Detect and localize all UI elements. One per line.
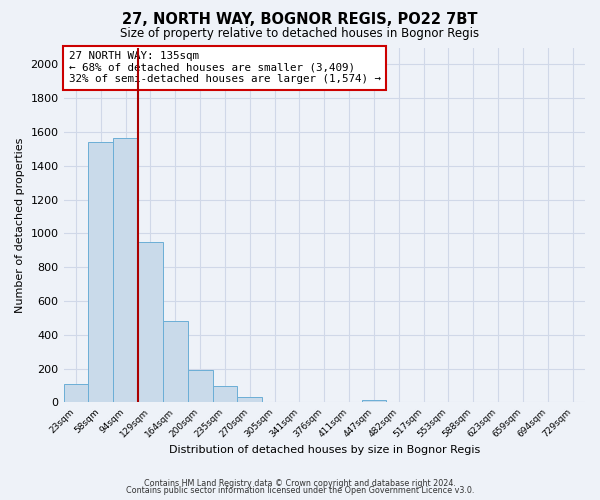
Text: 27 NORTH WAY: 135sqm
← 68% of detached houses are smaller (3,409)
32% of semi-de: 27 NORTH WAY: 135sqm ← 68% of detached h… [69,51,381,84]
Y-axis label: Number of detached properties: Number of detached properties [15,138,25,312]
Bar [163,320,188,402]
Bar [88,142,113,403]
Bar [362,400,386,402]
Bar [188,370,212,402]
Bar [212,386,238,402]
Bar [113,138,138,402]
Text: 27, NORTH WAY, BOGNOR REGIS, PO22 7BT: 27, NORTH WAY, BOGNOR REGIS, PO22 7BT [122,12,478,28]
Bar [64,384,88,402]
Text: Size of property relative to detached houses in Bognor Regis: Size of property relative to detached ho… [121,28,479,40]
Bar [238,396,262,402]
X-axis label: Distribution of detached houses by size in Bognor Regis: Distribution of detached houses by size … [169,445,480,455]
Bar [138,242,163,402]
Text: Contains public sector information licensed under the Open Government Licence v3: Contains public sector information licen… [126,486,474,495]
Text: Contains HM Land Registry data © Crown copyright and database right 2024.: Contains HM Land Registry data © Crown c… [144,478,456,488]
